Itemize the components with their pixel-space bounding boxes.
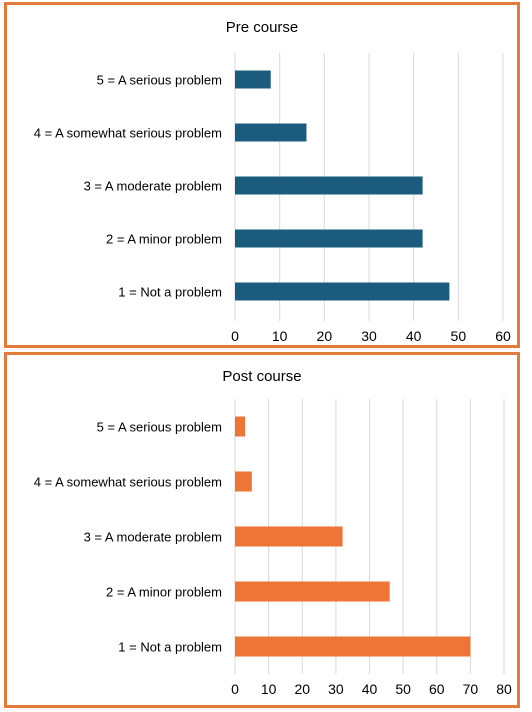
x-tick-label: 60 [495, 328, 511, 344]
post-course-chart-panel: Post course 0 10 20 30 40 50 60 70 80 5 = A serio… [4, 352, 520, 708]
pre-course-chart: 0 10 20 30 40 50 60 5 = A serious problem 4 = A … [34, 53, 511, 344]
bar [235, 176, 423, 195]
category-label: 1 = Not a problem [118, 640, 222, 655]
x-tick-label: 80 [496, 681, 512, 697]
bar [235, 526, 343, 547]
category-label: 4 = A somewhat serious problem [34, 475, 222, 490]
bar [235, 471, 252, 492]
x-tick-label: 0 [231, 328, 239, 344]
x-tick-label: 0 [231, 681, 239, 697]
pre-course-chart-panel: Pre course 0 10 20 30 40 50 60 5 = A serious pr… [4, 2, 520, 348]
category-label: 3 = A moderate problem [84, 179, 222, 194]
x-tick-label: 70 [463, 681, 479, 697]
x-tick-label: 10 [261, 681, 277, 697]
x-tick-label: 40 [406, 328, 422, 344]
bar [235, 70, 271, 89]
x-tick-label: 50 [395, 681, 411, 697]
x-tick-label: 60 [429, 681, 445, 697]
bar [235, 123, 307, 142]
post-course-chart: 0 10 20 30 40 50 60 70 80 5 = A serious problem 4 … [34, 399, 512, 697]
category-label: 2 = A minor problem [106, 585, 222, 600]
x-tick-label: 20 [294, 681, 310, 697]
x-tick-label: 40 [362, 681, 378, 697]
bar [235, 229, 423, 248]
post-course-chart-title: Post course [222, 368, 302, 385]
category-label: 2 = A minor problem [106, 232, 222, 247]
category-label: 5 = A serious problem [97, 73, 222, 88]
pre-course-chart-title: Pre course [225, 19, 299, 36]
category-label: 5 = A serious problem [97, 420, 222, 435]
bar [235, 636, 471, 657]
bar [235, 581, 390, 602]
x-tick-label: 20 [317, 328, 333, 344]
category-label: 4 = A somewhat serious problem [34, 126, 222, 141]
category-label: 3 = A moderate problem [84, 530, 222, 545]
x-tick-label: 30 [361, 328, 377, 344]
x-tick-label: 50 [451, 328, 467, 344]
bar [235, 282, 450, 301]
bar [235, 416, 246, 437]
x-tick-label: 10 [272, 328, 288, 344]
x-tick-label: 30 [328, 681, 344, 697]
category-label: 1 = Not a problem [118, 285, 222, 300]
